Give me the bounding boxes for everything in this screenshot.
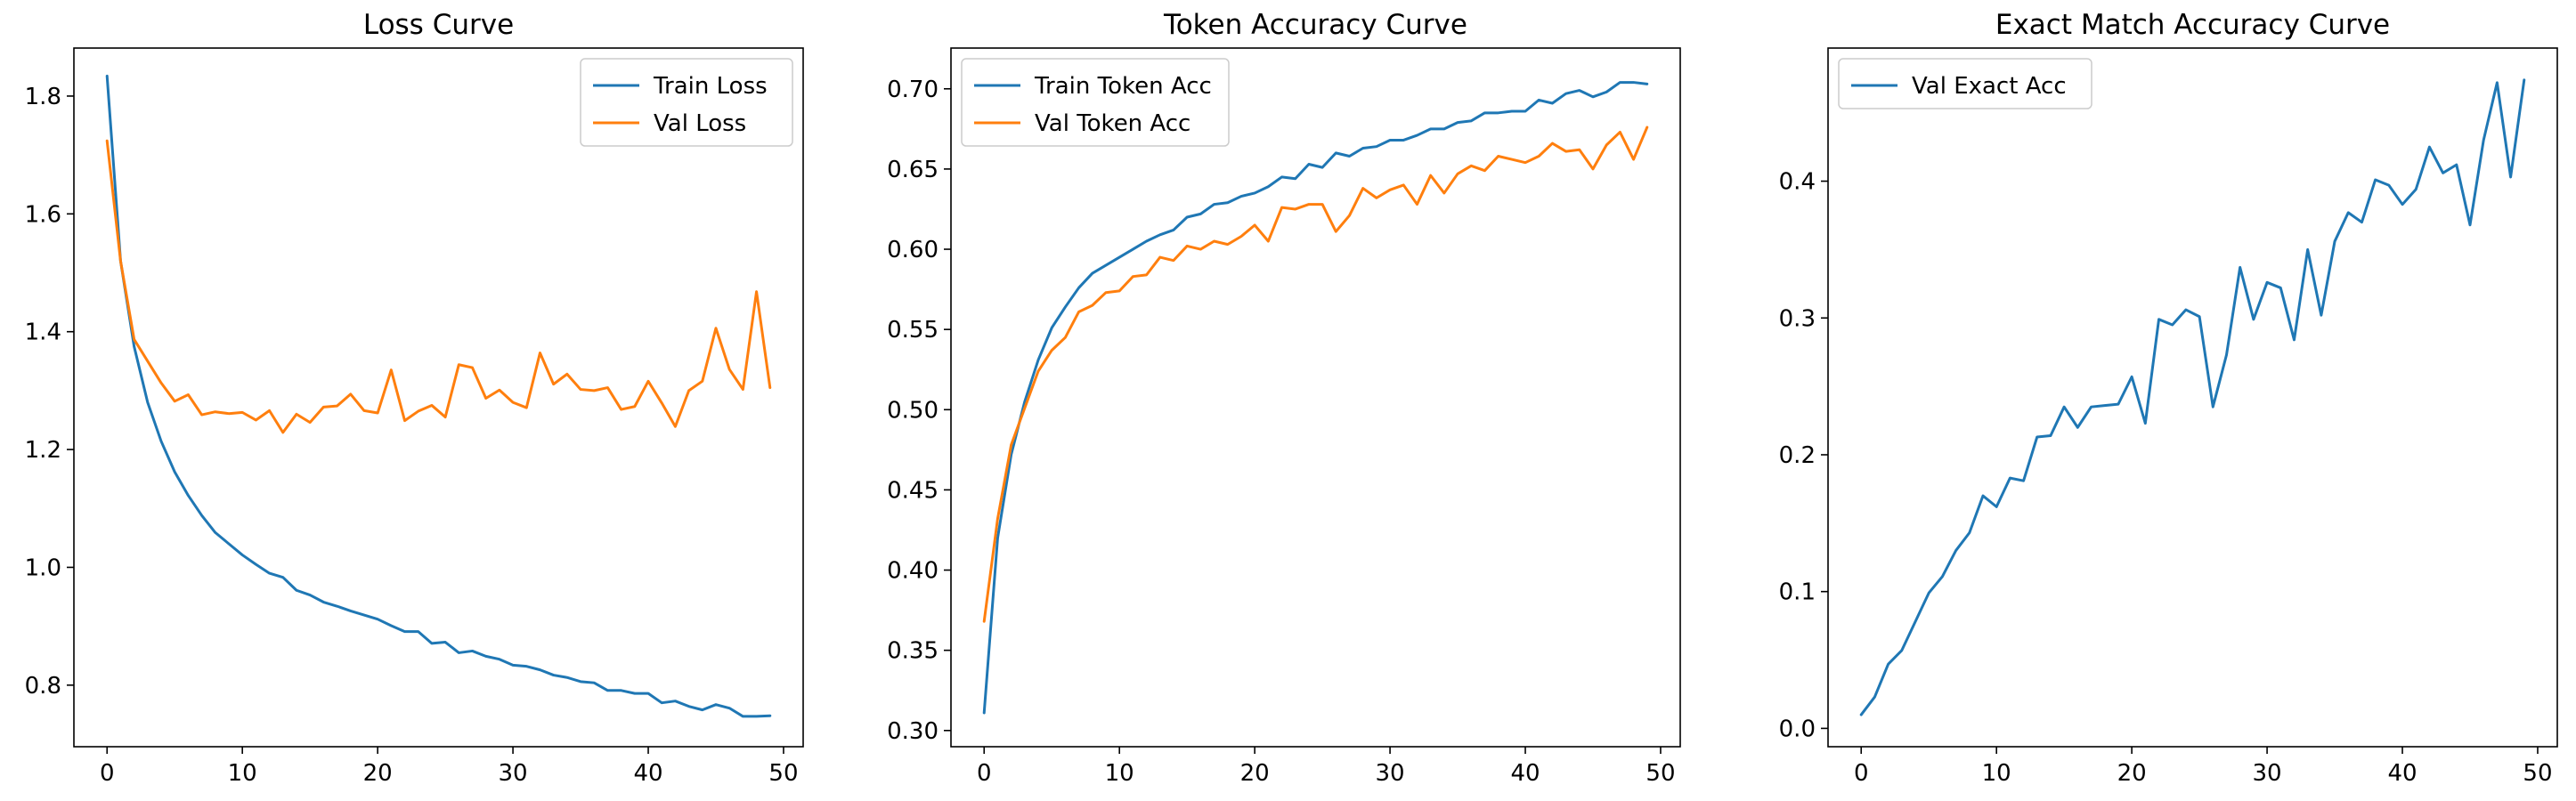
chart-title: Token Accuracy Curve bbox=[1163, 9, 1467, 41]
y-tick-label: 0.40 bbox=[887, 558, 939, 585]
chart-1: Loss Curve 0 10 20 30 40 50 0.8 1.0 1.2 1.4 1.6 1.8 T… bbox=[25, 9, 804, 787]
y-tick-label: 0.45 bbox=[887, 477, 939, 504]
series-line-2 bbox=[105, 139, 772, 434]
y-tick-label: 0.35 bbox=[887, 638, 939, 665]
legend-label: Val Token Acc bbox=[1035, 110, 1190, 137]
chart-title: Exact Match Accuracy Curve bbox=[1995, 9, 2390, 41]
x-tick-label: 50 bbox=[768, 760, 798, 787]
series-line-1 bbox=[982, 81, 1649, 715]
chart-2: Token Accuracy Curve 0 10 20 30 40 50 0.30 0.35 0… bbox=[887, 9, 1681, 787]
x-tick-label: 50 bbox=[1646, 760, 1675, 787]
legend-label: Val Exact Acc bbox=[1912, 73, 2067, 100]
y-tick-label: 0.70 bbox=[887, 77, 939, 103]
y-tick-label: 1.0 bbox=[25, 554, 61, 581]
x-tick-label: 30 bbox=[1376, 760, 1405, 787]
series-line-2 bbox=[982, 125, 1649, 623]
legend-box bbox=[1838, 58, 2092, 109]
y-tick-label: 0.4 bbox=[1779, 169, 1816, 196]
x-tick-label: 20 bbox=[363, 760, 393, 787]
x-tick-label: 40 bbox=[1510, 760, 1540, 787]
legend: Val Exact Acc bbox=[1838, 58, 2092, 109]
x-tick-label: 40 bbox=[2387, 760, 2417, 787]
x-tick-label: 0 bbox=[977, 760, 992, 787]
y-tick-label: 1.8 bbox=[25, 84, 61, 110]
axes-frame bbox=[950, 47, 1681, 748]
series-line-1 bbox=[105, 74, 772, 718]
x-tick-label: 10 bbox=[1982, 760, 2011, 787]
y-tick-label: 0.50 bbox=[887, 397, 939, 424]
chart-3: Exact Match Accuracy Curve 0 10 20 30 40 50 0.0… bbox=[1779, 9, 2558, 787]
legend-box bbox=[961, 58, 1230, 147]
x-tick-label: 20 bbox=[1240, 760, 1270, 787]
x-tick-label: 20 bbox=[2117, 760, 2147, 787]
y-tick-label: 0.65 bbox=[887, 157, 939, 183]
y-tick-label: 1.4 bbox=[25, 320, 61, 346]
x-tick-label: 0 bbox=[1854, 760, 1869, 787]
y-tick-label: 0.8 bbox=[25, 673, 61, 700]
x-tick-label: 50 bbox=[2523, 760, 2552, 787]
chart-title: Loss Curve bbox=[363, 9, 514, 41]
x-tick-label: 0 bbox=[100, 760, 115, 787]
y-tick-label: 1.2 bbox=[25, 437, 61, 464]
y-tick-label: 0.1 bbox=[1779, 579, 1816, 606]
y-tick-label: 0.60 bbox=[887, 237, 939, 263]
legend: Train Loss Val Loss bbox=[580, 58, 793, 147]
legend-label: Train Loss bbox=[653, 73, 768, 100]
y-tick-label: 1.6 bbox=[25, 201, 61, 228]
x-tick-label: 30 bbox=[499, 760, 528, 787]
axes-frame bbox=[1827, 47, 2558, 748]
x-tick-label: 10 bbox=[228, 760, 257, 787]
legend-label: Train Token Acc bbox=[1034, 73, 1212, 100]
x-tick-label: 10 bbox=[1105, 760, 1134, 787]
y-tick-label: 0.30 bbox=[887, 718, 939, 745]
axes-frame bbox=[73, 47, 804, 748]
legend: Train Token Acc Val Token Acc bbox=[961, 58, 1230, 147]
y-tick-label: 0.3 bbox=[1779, 305, 1816, 332]
y-tick-label: 0.2 bbox=[1779, 442, 1816, 469]
y-tick-label: 0.0 bbox=[1779, 716, 1816, 742]
y-tick-label: 0.55 bbox=[887, 317, 939, 344]
legend-label: Val Loss bbox=[654, 110, 746, 137]
x-tick-label: 30 bbox=[2253, 760, 2282, 787]
x-tick-label: 40 bbox=[633, 760, 662, 787]
series-line-1 bbox=[1859, 78, 2526, 716]
